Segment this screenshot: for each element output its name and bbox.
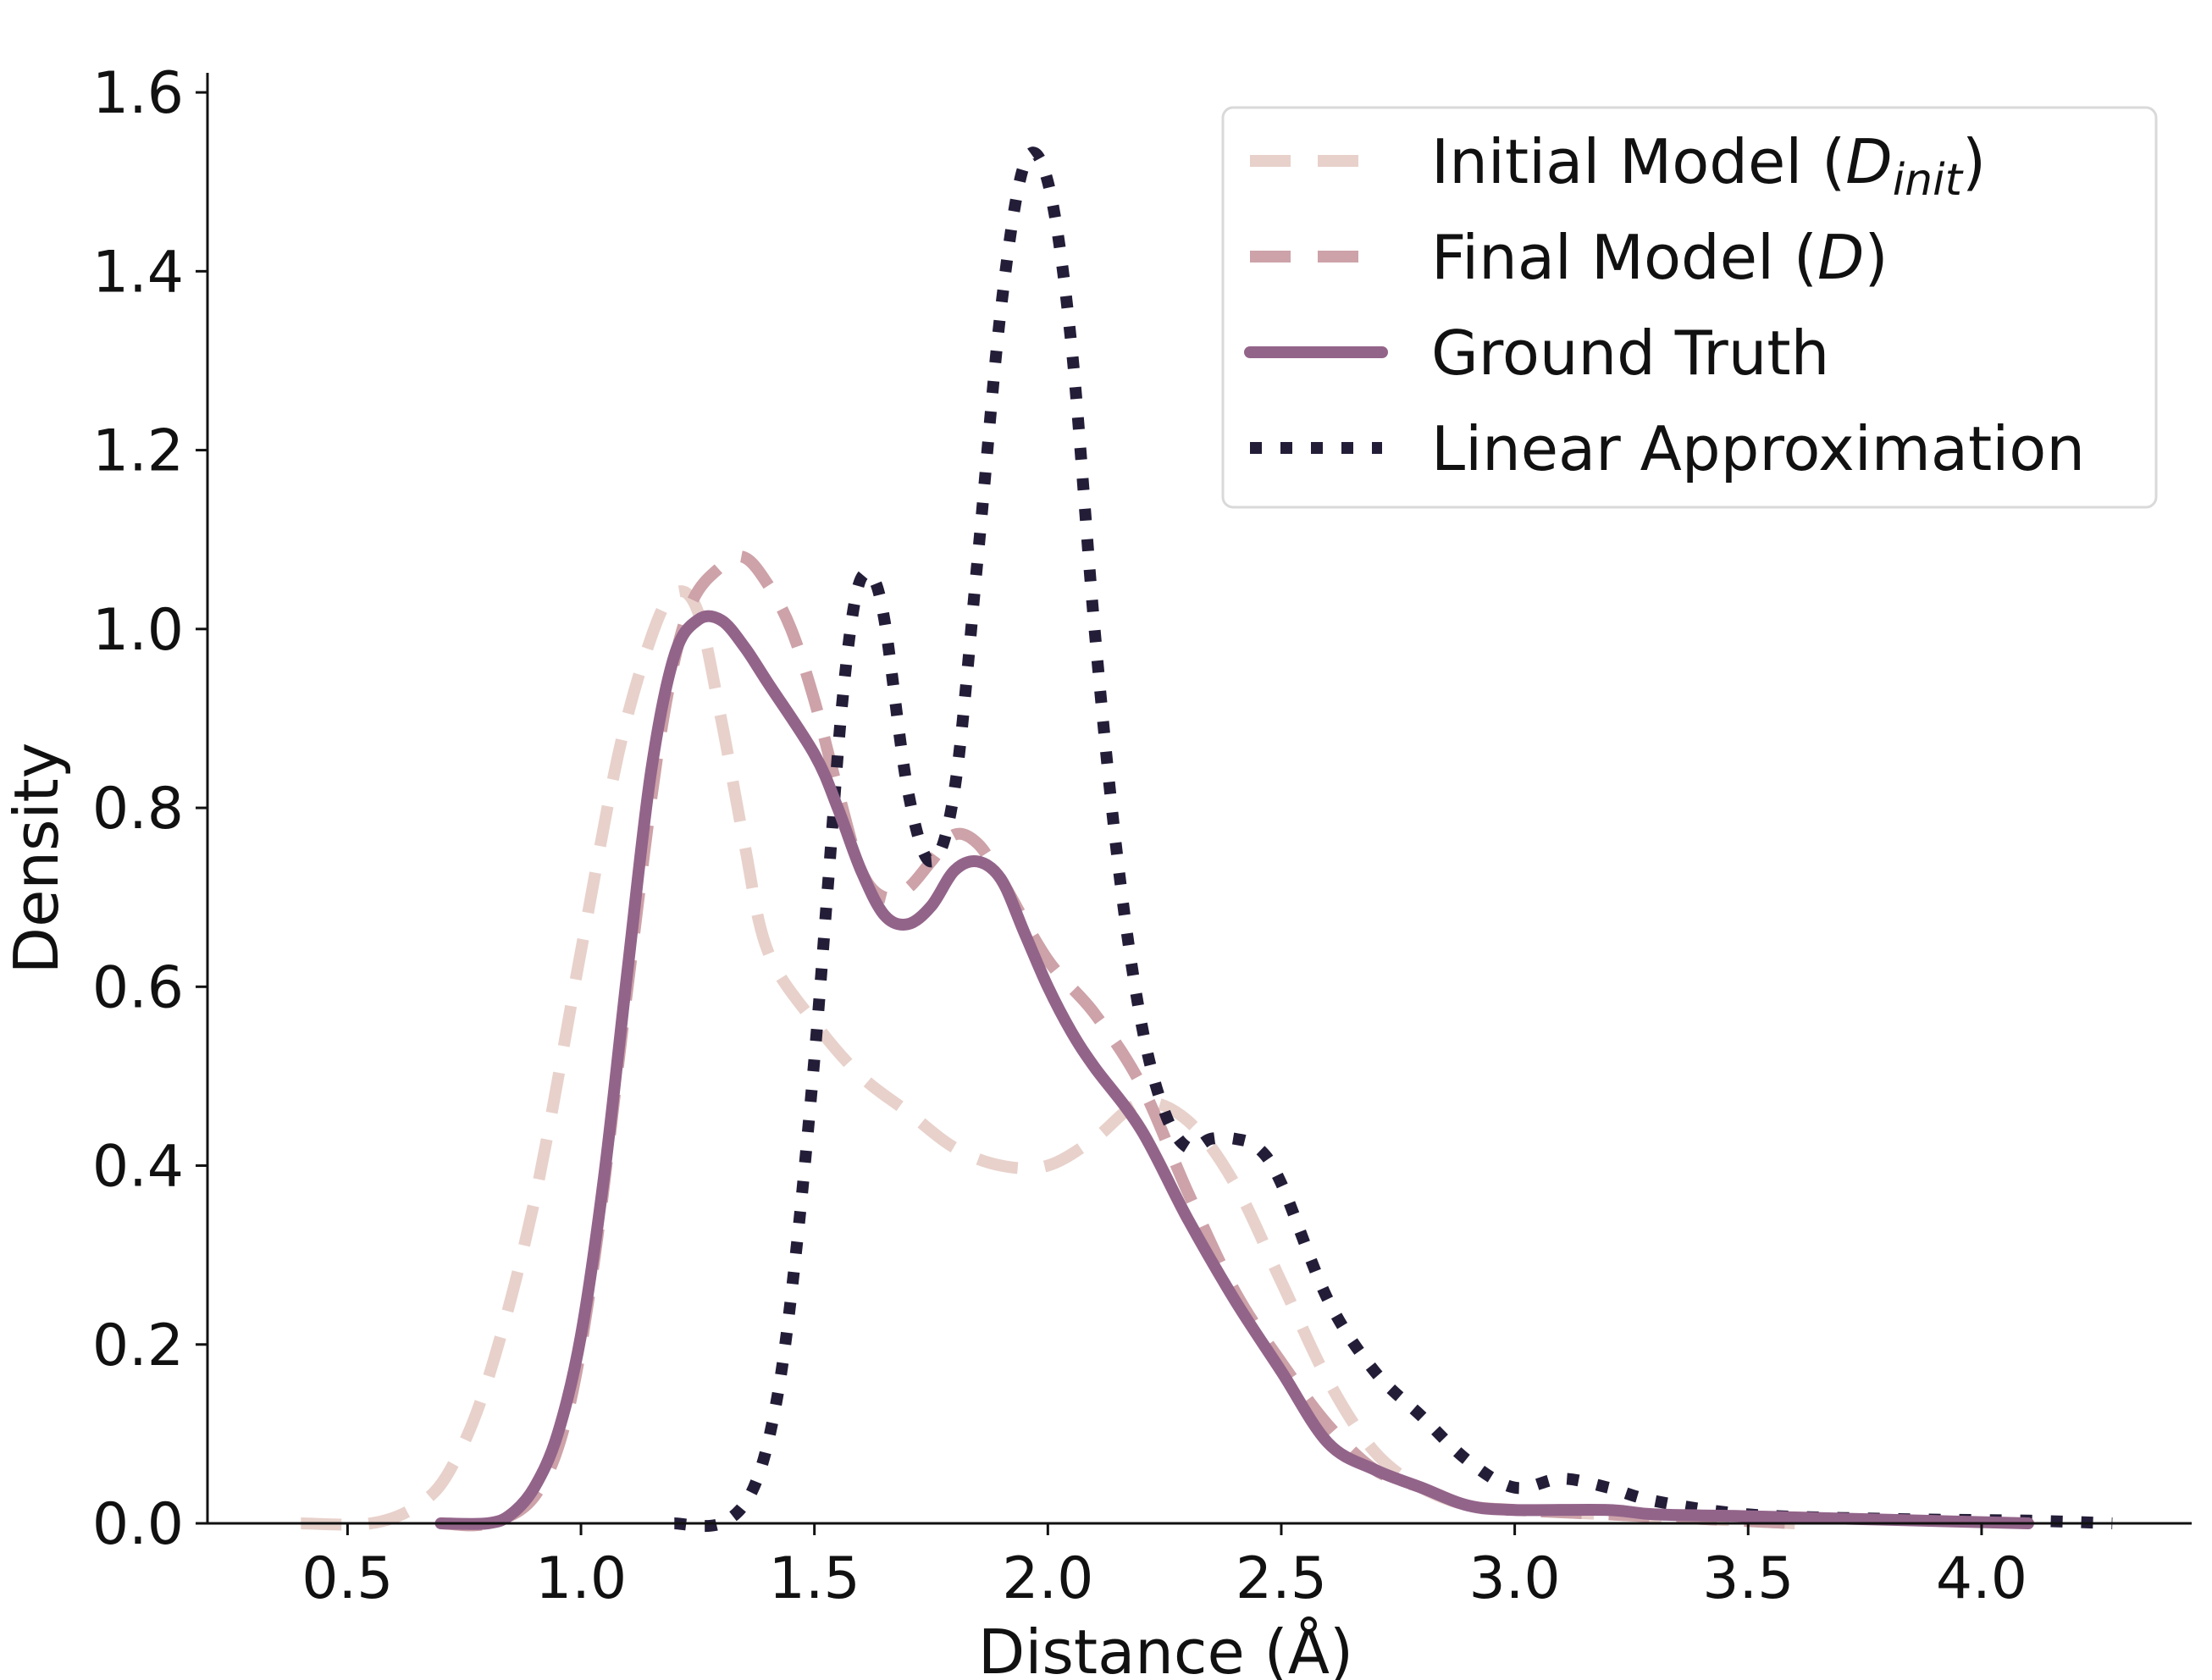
series-line-0 (301, 585, 1795, 1531)
legend-box (1221, 106, 2158, 509)
x-tick-label: 4.0 (1936, 1545, 2027, 1612)
x-tick-label: 0.5 (301, 1545, 393, 1612)
y-tick-label: 0.6 (92, 954, 184, 1021)
y-tick-label: 1.2 (92, 418, 184, 485)
series-line-2 (434, 610, 2034, 1530)
series-line-3 (673, 146, 2113, 1533)
y-tick-label: 1.4 (92, 239, 184, 306)
y-tick-label: 1.6 (92, 60, 184, 127)
x-tick-label: 2.0 (1002, 1545, 1093, 1612)
y-tick-label: 0.2 (92, 1312, 184, 1379)
x-tick-label: 2.5 (1236, 1545, 1327, 1612)
y-tick-label: 0.4 (92, 1134, 184, 1201)
x-tick-label: 1.5 (769, 1545, 860, 1612)
series-line-1 (440, 550, 1795, 1532)
legend: Initial Model (Dinit) Final Model (D) Grou… (1221, 106, 2158, 509)
x-axis-label: Distance (Å) (978, 1616, 1353, 1680)
y-axis-label: Density (1, 743, 72, 975)
x-tick-label: 3.5 (1702, 1545, 1794, 1612)
y-tick-label: 1.0 (92, 597, 184, 664)
legend-label-1: Final Model (D) (1431, 222, 1888, 293)
axes: 0.5 1.0 1.5 2.0 2.5 3.0 3.5 4.0 0.0 0.2 0.4 0.6 0.8 1… (1, 60, 2192, 1680)
legend-label-0: Initial Model (Dinit) (1431, 126, 1986, 206)
x-tick-label: 3.0 (1469, 1545, 1561, 1612)
legend-label-3: Linear Approximation (1431, 413, 2085, 484)
y-tick-label: 0.8 (92, 776, 184, 843)
y-tick-label: 0.0 (92, 1491, 184, 1558)
x-tick-label: 1.0 (535, 1545, 627, 1612)
legend-label-2: Ground Truth (1431, 318, 1829, 389)
plot-area (301, 146, 2113, 1533)
